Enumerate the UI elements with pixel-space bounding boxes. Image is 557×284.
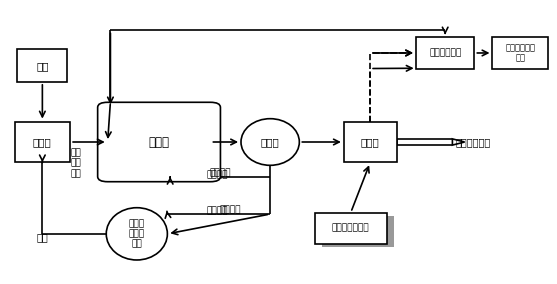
Bar	[344, 122, 397, 162]
Bar	[492, 37, 548, 68]
Text: 中间微
生物培
养池: 中间微 生物培 养池	[129, 219, 145, 249]
Bar	[14, 122, 70, 162]
Text: 污泥脱水中心: 污泥脱水中心	[429, 49, 461, 57]
Text: 干污泥填埋或
制成: 干污泥填埋或 制成	[505, 43, 535, 63]
Bar	[17, 49, 67, 82]
Text: 回流污泥: 回流污泥	[207, 170, 228, 179]
Bar	[315, 213, 387, 244]
Text: 原水: 原水	[36, 61, 48, 71]
Ellipse shape	[241, 119, 299, 165]
Text: 剩余污泥: 剩余污泥	[219, 205, 241, 214]
Text: 除磷池: 除磷池	[361, 137, 379, 147]
Text: 回流污泥: 回流污泥	[209, 168, 231, 177]
Text: 物化段: 物化段	[33, 137, 52, 147]
FancyBboxPatch shape	[97, 102, 221, 182]
Bar	[322, 216, 394, 247]
Text: 消毒达标排放: 消毒达标排放	[455, 137, 490, 147]
Polygon shape	[452, 139, 465, 145]
Bar	[416, 37, 475, 68]
Text: 剩余污泥: 剩余污泥	[207, 206, 228, 216]
Text: 消臭: 消臭	[37, 232, 48, 242]
Ellipse shape	[106, 208, 167, 260]
Text: 回流
到生
化池: 回流 到生 化池	[70, 148, 81, 178]
Text: 高效复合除磷剂: 高效复合除磷剂	[332, 224, 369, 233]
Text: 二沉池: 二沉池	[261, 137, 280, 147]
Text: 生化池: 生化池	[149, 135, 169, 149]
